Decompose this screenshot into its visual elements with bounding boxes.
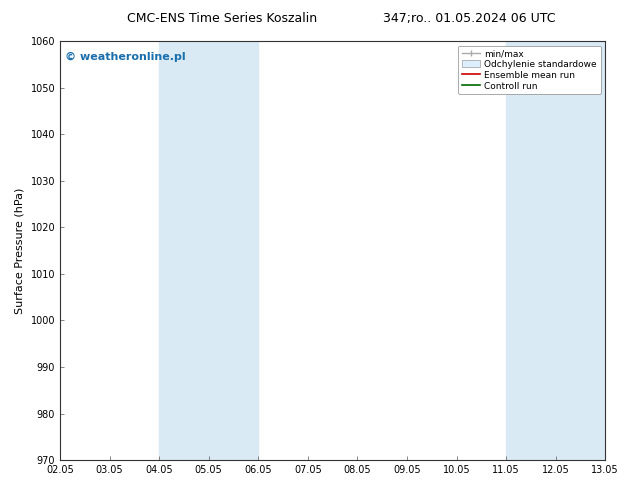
Legend: min/max, Odchylenie standardowe, Ensemble mean run, Controll run: min/max, Odchylenie standardowe, Ensembl… (458, 46, 600, 94)
Text: 347;ro.. 01.05.2024 06 UTC: 347;ro.. 01.05.2024 06 UTC (383, 12, 555, 25)
Y-axis label: Surface Pressure (hPa): Surface Pressure (hPa) (15, 187, 25, 314)
Text: CMC-ENS Time Series Koszalin: CMC-ENS Time Series Koszalin (127, 12, 317, 25)
Bar (159, 41, 258, 460)
Text: © weatheronline.pl: © weatheronline.pl (65, 51, 186, 62)
Bar (506, 41, 605, 460)
